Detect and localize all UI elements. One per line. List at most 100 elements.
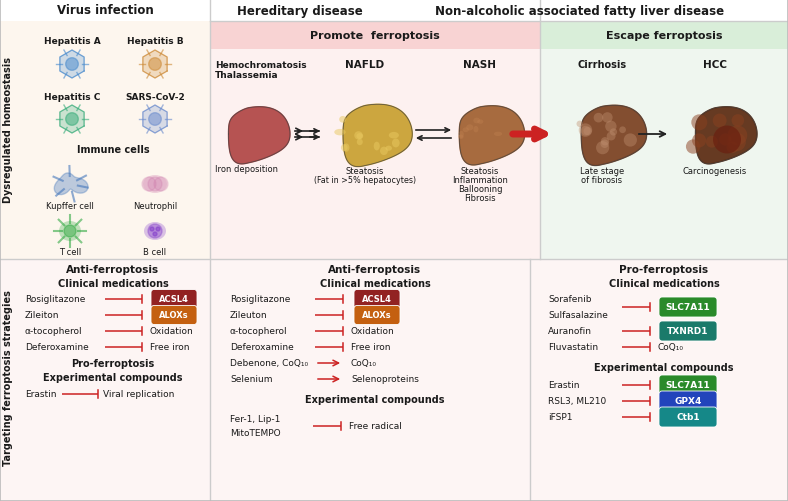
Text: Selenoproteins: Selenoproteins [351, 375, 419, 384]
Circle shape [577, 121, 583, 128]
Text: NASH: NASH [463, 60, 496, 70]
Bar [210, 22, 540, 50]
Circle shape [65, 59, 78, 71]
Circle shape [148, 178, 162, 191]
Polygon shape [60, 106, 84, 134]
Polygon shape [459, 107, 525, 166]
Text: SARS-CoV-2: SARS-CoV-2 [125, 92, 185, 101]
Ellipse shape [59, 221, 81, 241]
Text: Hepatitis B: Hepatitis B [127, 38, 184, 47]
Ellipse shape [459, 132, 464, 139]
Circle shape [713, 126, 741, 154]
Text: B cell: B cell [143, 248, 166, 257]
Text: GPX4: GPX4 [675, 397, 701, 406]
Bar [0, 260, 788, 501]
Text: Experimental compounds: Experimental compounds [305, 394, 444, 404]
Text: Anti-ferroptosis: Anti-ferroptosis [329, 265, 422, 275]
Text: Virus infection: Virus infection [57, 5, 154, 18]
Text: Hepatitis A: Hepatitis A [43, 38, 100, 47]
Polygon shape [696, 108, 757, 164]
Circle shape [148, 224, 162, 238]
Circle shape [719, 134, 731, 146]
Text: Pro-ferroptosis: Pro-ferroptosis [72, 358, 154, 368]
Ellipse shape [374, 142, 380, 151]
Text: Experimental compounds: Experimental compounds [594, 362, 734, 372]
Text: CoQ₁₀: CoQ₁₀ [351, 359, 377, 368]
Text: Clinical medications: Clinical medications [320, 279, 430, 289]
Text: Zileiton: Zileiton [25, 311, 60, 320]
Circle shape [578, 124, 593, 138]
Circle shape [624, 134, 637, 147]
Circle shape [727, 126, 747, 146]
Text: Free iron: Free iron [351, 343, 391, 352]
Text: Pro-ferroptosis: Pro-ferroptosis [619, 265, 708, 275]
Text: Cirrhosis: Cirrhosis [578, 60, 626, 70]
Circle shape [149, 113, 162, 126]
Bar [0, 22, 210, 260]
Circle shape [610, 129, 617, 136]
Text: Hereditary disease: Hereditary disease [237, 5, 363, 18]
Circle shape [64, 225, 76, 237]
Ellipse shape [344, 144, 349, 152]
Text: Clinical medications: Clinical medications [58, 279, 169, 289]
Circle shape [727, 142, 738, 154]
FancyBboxPatch shape [659, 407, 717, 427]
Ellipse shape [144, 222, 166, 240]
Text: Oxidation: Oxidation [150, 327, 194, 336]
FancyBboxPatch shape [354, 306, 400, 325]
Text: iFSP1: iFSP1 [548, 413, 573, 422]
Circle shape [150, 227, 154, 231]
Text: Neutrophil: Neutrophil [133, 202, 177, 211]
Text: NAFLD: NAFLD [345, 60, 385, 70]
Text: SLC7A11: SLC7A11 [666, 381, 710, 390]
Ellipse shape [494, 132, 502, 137]
Text: Deferoxamine: Deferoxamine [230, 343, 294, 352]
Text: (Fat in >5% hepatocytes): (Fat in >5% hepatocytes) [314, 176, 416, 185]
FancyBboxPatch shape [659, 391, 717, 411]
FancyBboxPatch shape [659, 298, 717, 317]
Circle shape [602, 113, 612, 123]
Text: Fibrosis: Fibrosis [464, 194, 496, 203]
Text: ALOXs: ALOXs [362, 311, 392, 320]
Polygon shape [60, 51, 84, 79]
Circle shape [731, 115, 744, 127]
FancyBboxPatch shape [151, 290, 197, 309]
Text: Hemochromatosis: Hemochromatosis [215, 61, 307, 69]
Circle shape [154, 178, 168, 191]
Circle shape [691, 115, 708, 131]
Text: Deferoxamine: Deferoxamine [25, 343, 89, 352]
Text: Debenone, CoQ₁₀: Debenone, CoQ₁₀ [230, 359, 308, 368]
Ellipse shape [463, 128, 469, 133]
Text: Rosiglitazone: Rosiglitazone [25, 295, 85, 304]
Text: Hepatitis C: Hepatitis C [44, 92, 100, 101]
Ellipse shape [334, 130, 346, 136]
FancyBboxPatch shape [151, 306, 197, 325]
Circle shape [692, 134, 706, 148]
Ellipse shape [356, 134, 363, 140]
Circle shape [584, 128, 592, 136]
Polygon shape [582, 106, 647, 166]
Ellipse shape [143, 176, 167, 193]
Circle shape [712, 114, 727, 128]
Ellipse shape [341, 145, 348, 152]
Circle shape [65, 113, 78, 126]
Text: Escape ferroptosis: Escape ferroptosis [606, 31, 723, 41]
Text: TXNRD1: TXNRD1 [667, 327, 708, 336]
Bar [540, 22, 788, 260]
Text: Sulfasalazine: Sulfasalazine [548, 311, 608, 320]
Circle shape [601, 138, 609, 146]
Ellipse shape [474, 127, 478, 133]
Circle shape [593, 114, 604, 123]
Text: Selenium: Selenium [230, 375, 273, 384]
Ellipse shape [380, 147, 388, 156]
Text: α-tocopherol: α-tocopherol [25, 327, 83, 336]
Text: CoQ₁₀: CoQ₁₀ [658, 343, 684, 352]
Ellipse shape [339, 117, 346, 123]
Bar [210, 22, 540, 260]
Text: Viral replication: Viral replication [103, 390, 174, 399]
Circle shape [156, 227, 160, 231]
Text: Free iron: Free iron [150, 343, 189, 352]
Ellipse shape [385, 146, 392, 151]
Text: Kupffer cell: Kupffer cell [46, 202, 94, 211]
Circle shape [149, 59, 162, 71]
